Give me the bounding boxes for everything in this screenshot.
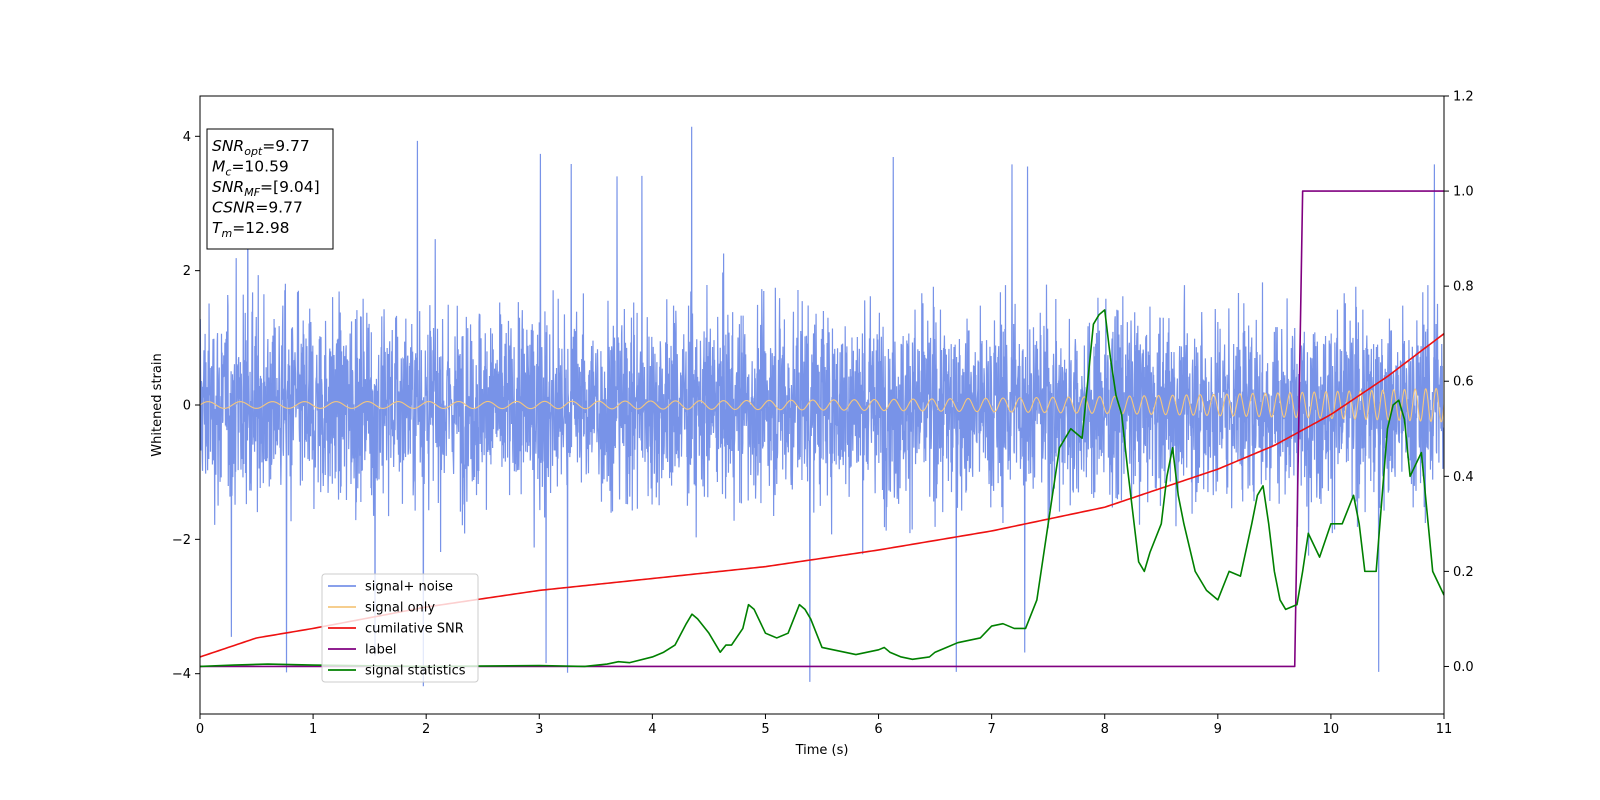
- x-tick-label: 6: [874, 722, 882, 737]
- y-tick-label: −2: [172, 533, 191, 548]
- x-tick-label: 4: [648, 722, 656, 737]
- info-line: SNRMF=[9.04]: [212, 178, 320, 199]
- series-line-signal-statistics: [200, 309, 1444, 668]
- y-tick-label: −4: [172, 667, 191, 682]
- x-tick-label: 1: [309, 722, 317, 737]
- y-tick-label: 4: [183, 130, 191, 145]
- x-tick-label: 0: [196, 722, 204, 737]
- x-tick-label: 7: [987, 722, 995, 737]
- legend-label: signal+ noise: [365, 580, 453, 595]
- x-axis-title: Time (s): [795, 743, 849, 758]
- y2-tick-label: 0.2: [1453, 565, 1474, 580]
- info-box: SNRopt=9.77Mc=10.59SNRMF=[9.04]CSNR=9.77…: [206, 128, 334, 250]
- legend-label: label: [365, 643, 396, 658]
- y2-tick-label: 0.0: [1453, 660, 1474, 675]
- legend: signal+ noise signal only cumilative SNR la…: [321, 573, 479, 683]
- legend-label: signal statistics: [365, 664, 466, 679]
- x-tick-label: 11: [1436, 722, 1453, 737]
- legend-label: signal only: [365, 601, 435, 616]
- x-tick-label: 3: [535, 722, 543, 737]
- info-box-frame: [206, 128, 334, 250]
- x-tick-label: 5: [761, 722, 769, 737]
- series-line-label: [200, 190, 1444, 668]
- x-tick-label: 10: [1323, 722, 1340, 737]
- y-tick-label: 2: [183, 264, 191, 279]
- x-tick-label: 8: [1101, 722, 1109, 737]
- y-axis-title: Whitened strain: [150, 353, 165, 456]
- axes-layer: 0 1 2 3 4 5 6 7 8 9 10 11 −4 −2 0 2 4 0.0 0.2 0.4 0.6 0.8 1.0 1…: [172, 90, 1474, 738]
- info-line: CSNR=9.77: [212, 199, 303, 217]
- series-line-signal-only: [200, 387, 1444, 423]
- y2-tick-label: 1.2: [1453, 90, 1474, 105]
- x-tick-label: 2: [422, 722, 430, 737]
- legend-frame: [321, 573, 479, 683]
- info-line: SNRopt=9.77: [212, 137, 310, 158]
- y-tick-label: 0: [183, 399, 191, 414]
- y2-tick-label: 0.8: [1453, 280, 1474, 295]
- x-tick-label: 9: [1214, 722, 1222, 737]
- y2-tick-label: 0.4: [1453, 470, 1474, 485]
- y2-tick-label: 0.6: [1453, 375, 1474, 390]
- series-line-signal-noise: [200, 126, 1444, 687]
- info-line: Tm=12.98: [212, 219, 290, 240]
- info-line: Mc=10.59: [212, 158, 289, 179]
- legend-label: cumilative SNR: [365, 622, 464, 637]
- y2-tick-label: 1.0: [1453, 185, 1474, 200]
